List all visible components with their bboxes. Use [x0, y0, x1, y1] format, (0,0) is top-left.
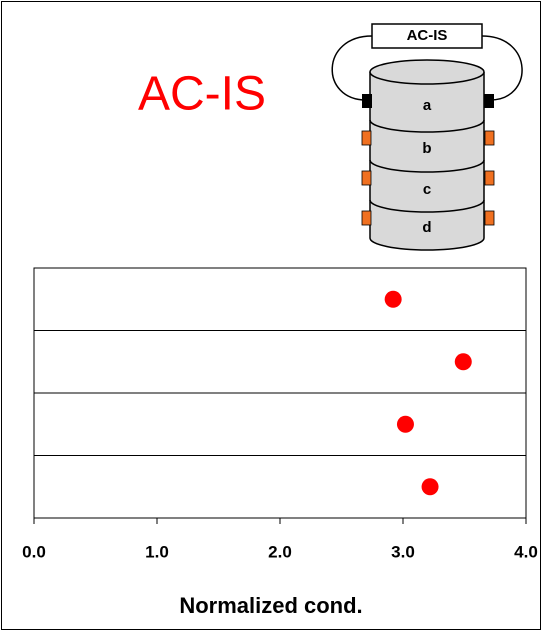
layer-label: d: [422, 219, 431, 236]
layer-label: b: [422, 140, 431, 157]
layer-label: c: [423, 181, 431, 198]
x-tick-label: 4.0: [514, 542, 538, 561]
dot: [385, 291, 402, 308]
x-tick-label: 0.0: [22, 542, 46, 561]
x-tick-label: 1.0: [145, 542, 169, 561]
cylinder-top: [370, 60, 484, 84]
connector: [485, 131, 494, 145]
connector: [362, 171, 371, 185]
connector: [485, 211, 494, 225]
connector: [362, 131, 371, 145]
diagram-label: AC-IS: [407, 27, 448, 44]
x-tick-label: 3.0: [391, 542, 415, 561]
connector: [484, 94, 494, 108]
dot: [422, 478, 439, 495]
layer-label: a: [423, 97, 432, 114]
dot: [455, 353, 472, 370]
dot: [397, 416, 414, 433]
connector: [362, 94, 372, 108]
connector: [362, 211, 371, 225]
chart-title: AC-IS: [138, 68, 266, 121]
connector: [485, 171, 494, 185]
x-tick-label: 2.0: [268, 542, 292, 561]
x-axis-label: Normalized cond.: [179, 593, 362, 618]
chart: AC-IS AC-IS Normalized cond. a b c d 0.0 1.0 2…: [0, 0, 542, 632]
